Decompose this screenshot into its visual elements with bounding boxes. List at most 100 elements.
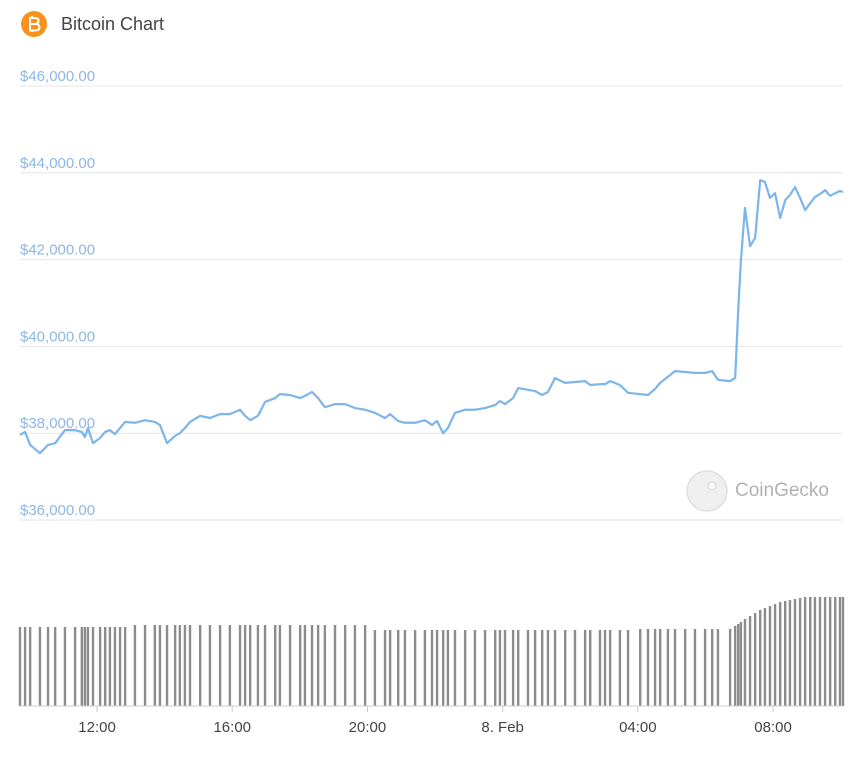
volume-bar (103, 627, 107, 706)
volume-bar (123, 627, 127, 706)
volume-bar (778, 602, 782, 706)
chart-title: Bitcoin Chart (61, 14, 164, 34)
y-tick-label: $42,000.00 (20, 242, 95, 259)
volume-bar (798, 598, 802, 706)
y-tick-label: $44,000.00 (20, 155, 95, 172)
volume-bar (793, 599, 797, 706)
volume-bar (823, 597, 827, 706)
volume-bar (494, 630, 497, 706)
volume-bar (540, 630, 544, 706)
volume-bar (113, 627, 117, 706)
volume-bar (803, 597, 807, 706)
volume-bar (813, 597, 817, 706)
volume-bar (28, 627, 32, 706)
volume-bar (23, 627, 27, 706)
volume-bar (834, 597, 837, 706)
volume-bar (430, 630, 434, 706)
volume-bar (546, 630, 550, 706)
volume-bar (683, 629, 687, 706)
volume-bar (153, 625, 157, 706)
volume-bar (809, 597, 812, 706)
volume-bar (243, 625, 247, 706)
price-line (19, 179, 844, 455)
volume-bar (598, 630, 602, 706)
volume-bar (498, 630, 502, 706)
volume-bar (739, 622, 743, 706)
volume-bar (238, 625, 242, 706)
volume-bar (83, 627, 87, 706)
volume-bar (753, 613, 757, 706)
volume-bar (397, 630, 400, 706)
volume-bar (63, 627, 67, 706)
x-tick-label: 04:00 (619, 719, 657, 736)
volume-bar (143, 625, 147, 706)
volume-bar (248, 625, 252, 706)
x-tick-label: 20:00 (349, 719, 387, 736)
volume-bar (608, 630, 612, 706)
volume-bar (703, 629, 707, 706)
volume-bar (441, 630, 445, 706)
volume-bar (73, 627, 77, 706)
volume-bar (473, 630, 477, 706)
volume-bar (818, 597, 822, 706)
volume-bar (743, 619, 747, 706)
volume-bar (453, 630, 457, 706)
volume-bar (98, 627, 102, 706)
volume-bar (91, 627, 95, 706)
volume-bar (208, 625, 212, 706)
volume-bar (784, 601, 787, 706)
volume-bar (118, 627, 122, 706)
volume-bar (511, 630, 515, 706)
volume-bar (403, 630, 407, 706)
volume-bar (383, 630, 387, 706)
volume-bar (353, 625, 357, 706)
volume-bar (323, 625, 327, 706)
volume-bar (133, 625, 137, 706)
volume-bar (773, 604, 777, 706)
volume-bar (158, 625, 162, 706)
volume-bar (573, 630, 577, 706)
volume-bar (183, 625, 187, 706)
volume-bar (673, 629, 677, 706)
bitcoin-icon (21, 11, 47, 37)
volume-bar (38, 627, 42, 706)
volume-bar (618, 630, 622, 706)
watermark-text: CoinGecko (735, 480, 829, 501)
watermark: CoinGecko (686, 470, 829, 512)
volume-bar (737, 624, 740, 706)
volume-bar (463, 630, 467, 706)
volume-bar (165, 625, 169, 706)
volume-bar (788, 600, 792, 706)
volume-bar (413, 630, 417, 706)
volume-bar (733, 626, 737, 706)
volume-bar (80, 627, 84, 706)
volume-bar (288, 625, 292, 706)
volume-bar (388, 630, 392, 706)
volume-bar (273, 625, 277, 706)
volume-bar (626, 630, 630, 706)
volume-bar (483, 630, 487, 706)
volume-bar (666, 629, 670, 706)
volume-bar (653, 629, 657, 706)
volume-bar (603, 630, 607, 706)
volume-bar (198, 625, 202, 706)
volume-bar (446, 630, 450, 706)
volume-bar (639, 629, 642, 706)
volume-bar (298, 625, 302, 706)
volume-bar (188, 625, 192, 706)
volume-bar (728, 629, 732, 706)
volume-bar (173, 625, 177, 706)
x-tick-label: 16:00 (213, 719, 251, 736)
volume-bar (18, 627, 22, 706)
x-tick-label: 08:00 (754, 719, 792, 736)
volume-bar (588, 630, 592, 706)
volume-bar (710, 629, 714, 706)
volume-bar (333, 625, 337, 706)
volume-bar (46, 627, 50, 706)
volume-bar (516, 630, 520, 706)
y-tick-label: $40,000.00 (20, 328, 95, 345)
volume-bar (178, 625, 182, 706)
volume-bar (86, 627, 90, 706)
volume-bar (228, 625, 232, 706)
